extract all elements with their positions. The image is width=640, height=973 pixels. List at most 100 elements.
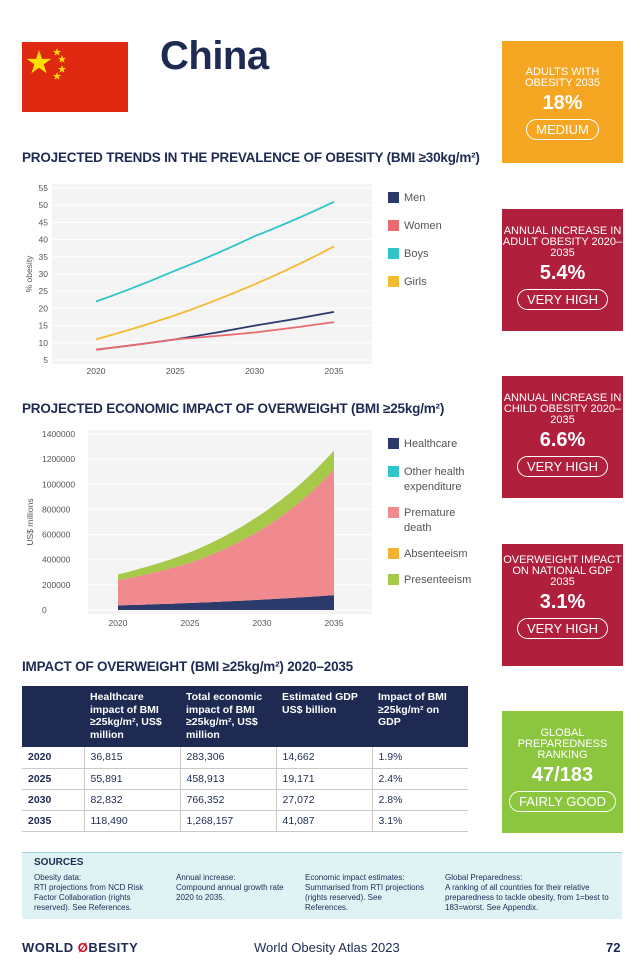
- legend-item: Boys: [388, 247, 442, 262]
- world-obesity-logo: WORLD ØBESITY: [22, 940, 139, 955]
- series-line-girls: [95, 245, 335, 341]
- y-tick-label: 30: [39, 269, 49, 279]
- table-header-cell: Impact of BMI ≥25kg/m² on GDP: [372, 686, 468, 747]
- table-cell: 55,891: [84, 768, 181, 790]
- table-cell: 1,268,157: [180, 810, 277, 832]
- sources-title: SOURCES: [34, 857, 84, 868]
- table-row: 2025 55,891 458,913 19,171 2.4%: [22, 768, 468, 790]
- table-cell: 27,072: [276, 789, 373, 811]
- y-tick-label: 25: [39, 286, 49, 296]
- series-line-women: [95, 321, 335, 351]
- source-heading: Obesity data:: [34, 873, 82, 882]
- y-tick-label: 5: [43, 355, 48, 365]
- y-tick-label: 800000: [42, 504, 71, 514]
- table-header-cell: Total economic impact of BMI ≥25kg/m², U…: [180, 686, 276, 747]
- x-tick-label: 2020: [87, 366, 106, 376]
- legend-item: Premature death: [388, 506, 474, 536]
- table-cell: 3.1%: [372, 810, 468, 832]
- table-header-cell: Healthcare impact of BMI ≥25kg/m², US$ m…: [84, 686, 180, 747]
- legend-item: Men: [388, 191, 442, 206]
- legend-label: Premature death: [404, 507, 456, 534]
- y-tick-label: 15: [39, 321, 49, 331]
- legend-label: Absenteeism: [404, 548, 468, 560]
- table-year-cell: 2030: [22, 789, 85, 811]
- y-tick-label: 0: [42, 605, 47, 615]
- impact-section-title: IMPACT OF OVERWEIGHT (BMI ≥25kg/m²) 2020…: [22, 659, 353, 674]
- source-body: Summarised from RTI projections (rights …: [305, 883, 424, 912]
- table-cell: 36,815: [84, 747, 181, 769]
- y-tick-label: 200000: [42, 580, 71, 590]
- legend-label: Healthcare: [404, 438, 458, 450]
- kpi-rating: VERY HIGH: [516, 618, 609, 639]
- table-year-cell: 2035: [22, 810, 85, 832]
- kpi-rating: VERY HIGH: [516, 289, 609, 310]
- table-cell: 14,662: [276, 747, 373, 769]
- table-year-cell: 2025: [22, 768, 85, 790]
- footer-publication-title: World Obesity Atlas 2023: [254, 940, 400, 955]
- table-cell: 766,352: [180, 789, 277, 811]
- source-global-preparedness: Global Preparedness: A ranking of all co…: [445, 873, 615, 913]
- source-annual-increase: Annual increase: Compound annual growth …: [176, 873, 288, 903]
- y-tick-label: 35: [39, 252, 49, 262]
- legend-item: Girls: [388, 275, 442, 290]
- economic-legend: Healthcare Other health expenditure Premat…: [388, 437, 474, 588]
- legend-swatch: [388, 466, 399, 477]
- flag-stars-icon: [26, 48, 66, 80]
- sources-panel: SOURCES Obesity data: RTI projections fr…: [22, 852, 622, 919]
- kpi-label: OVERWEIGHT IMPACT ON NATIONAL GDP 2035: [503, 554, 622, 588]
- series-line-boys: [95, 200, 335, 303]
- table-cell: 19,171: [276, 768, 373, 790]
- y-tick-label: 600000: [42, 530, 71, 540]
- legend-label: Other health expenditure: [404, 466, 465, 493]
- source-body: Compound annual growth rate 2020 to 2035…: [176, 883, 284, 902]
- legend-swatch: [388, 276, 399, 287]
- legend-swatch: [388, 248, 399, 259]
- x-tick-label: 2025: [181, 618, 200, 628]
- legend-label: Boys: [404, 248, 429, 260]
- china-flag: [22, 42, 128, 112]
- kpi-rating: FAIRLY GOOD: [509, 791, 616, 812]
- economic-area-chart: 0 200000 400000 600000 800000 1000000 1200000 1…: [25, 429, 372, 628]
- country-title: China: [160, 34, 269, 78]
- legend-swatch: [388, 220, 399, 231]
- x-tick-label: 2030: [245, 366, 264, 376]
- legend-swatch: [388, 507, 399, 518]
- legend-swatch: [388, 438, 399, 449]
- legend-label: Men: [404, 192, 426, 204]
- kpi-value: 18%: [542, 92, 583, 114]
- kpi-adults-obesity: ADULTS WITH OBESITY 2035 18% MEDIUM: [502, 41, 623, 163]
- table-cell: 283,306: [180, 747, 277, 769]
- kpi-value: 47/183: [531, 764, 594, 786]
- legend-item: Absenteeism: [388, 547, 474, 562]
- y-tick-label: 1000000: [42, 479, 75, 489]
- table-row: 2030 82,832 766,352 27,072 2.8%: [22, 789, 468, 811]
- source-heading: Economic impact estimates:: [305, 873, 405, 882]
- x-tick-label: 2025: [166, 366, 185, 376]
- table-header-cell: [22, 686, 84, 747]
- page-number: 72: [606, 940, 621, 955]
- table-header-cell: Estimated GDP US$ billion: [276, 686, 372, 747]
- area-premature-death: [118, 469, 334, 606]
- kpi-gdp-impact: OVERWEIGHT IMPACT ON NATIONAL GDP 2035 3…: [502, 544, 623, 666]
- y-axis-label: US$ millions: [25, 498, 35, 545]
- table-cell: 1.9%: [372, 747, 468, 769]
- kpi-label: ANNUAL INCREASE IN CHILD OBESITY 2020–20…: [503, 392, 622, 426]
- kpi-label: ADULTS WITH OBESITY 2035: [524, 66, 600, 89]
- kpi-adult-annual-increase: ANNUAL INCREASE IN ADULT OBESITY 2020–20…: [502, 209, 623, 331]
- table-header-row: Healthcare impact of BMI ≥25kg/m², US$ m…: [22, 686, 468, 747]
- y-tick-label: 55: [39, 183, 49, 193]
- obesity-legend: Men Women Boys Girls: [388, 191, 442, 303]
- y-tick-label: 1400000: [42, 429, 75, 439]
- table-cell: 82,832: [84, 789, 181, 811]
- legend-item: Other health expenditure: [388, 465, 474, 495]
- x-tick-label: 2020: [109, 618, 128, 628]
- source-body: A ranking of all countries for their rel…: [445, 883, 609, 912]
- x-tick-label: 2030: [253, 618, 272, 628]
- legend-item: Presenteeism: [388, 573, 474, 588]
- table-cell: 458,913: [180, 768, 277, 790]
- table-cell: 2.8%: [372, 789, 468, 811]
- kpi-rating: MEDIUM: [526, 119, 599, 140]
- kpi-rating: VERY HIGH: [516, 456, 609, 477]
- y-tick-label: 40: [39, 235, 49, 245]
